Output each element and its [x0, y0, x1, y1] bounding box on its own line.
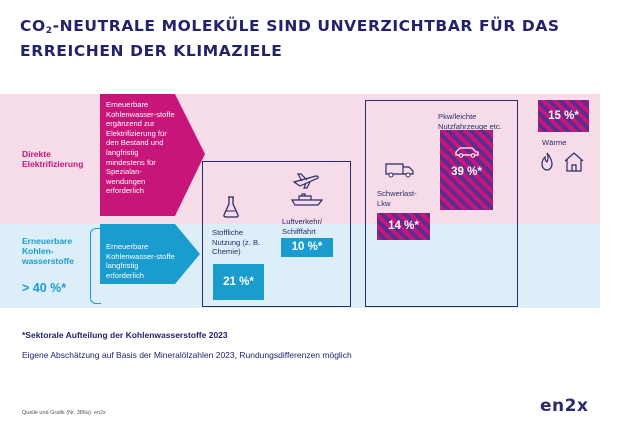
cars-label: Pkw/leichte Nutzfahrzeuge etc.	[438, 112, 502, 131]
bracket	[90, 228, 101, 304]
page-title: CO2-NEUTRALE MOLEKÜLE SIND UNVERZICHTBAR…	[20, 17, 560, 60]
aviation-label: Luftverkehr/ Schifffahrt	[282, 217, 323, 236]
car-icon	[454, 146, 480, 158]
hydrocarbons-percentage: > 40 %*	[22, 281, 67, 295]
blue-arrow	[100, 224, 200, 284]
source-note: Quelle und Grafik (Nr. 386a): en2x	[22, 410, 106, 416]
truck-label: Schwerlast-Lkw	[377, 189, 417, 208]
ship-icon	[291, 193, 323, 207]
heat-pct: 15 %*	[538, 100, 589, 132]
truck-icon	[385, 162, 415, 178]
pink-arrow-text: Erneuerbare Kohlenwasser-stoffe ergänzen…	[106, 100, 175, 196]
flask-icon	[222, 196, 240, 218]
blue-arrow-text: Erneuerbare Kohlenwasser-stoffe langfris…	[106, 242, 175, 280]
hydrocarbons-label: Erneuerbare Kohlen-wasserstoffe	[22, 236, 74, 266]
sector-box-chemie-aviation	[202, 161, 351, 307]
airplane-icon	[292, 172, 320, 190]
truck-pct: 14 %*	[377, 213, 430, 240]
aviation-pct: 10 %*	[281, 238, 333, 257]
cars-pct: 39 %*	[440, 130, 493, 210]
flame-icon	[540, 152, 554, 172]
chemie-pct: 21 %*	[213, 264, 264, 300]
chemie-label: Stoffliche Nutzung (z. B. Chemie)	[212, 228, 261, 256]
pink-arrow	[100, 94, 205, 216]
footnote: Eigene Abschätzung auf Basis der Mineral…	[22, 350, 352, 360]
sector-box-transport	[365, 100, 518, 307]
direct-electrification-label: Direkte Elektrifizierung	[22, 149, 84, 169]
heat-label: Wärme	[542, 138, 567, 147]
footnote-bold: *Sektorale Aufteilung der Kohlenwasserst…	[22, 330, 228, 340]
en2x-logo: en2x	[540, 396, 589, 416]
house-icon	[563, 152, 585, 172]
